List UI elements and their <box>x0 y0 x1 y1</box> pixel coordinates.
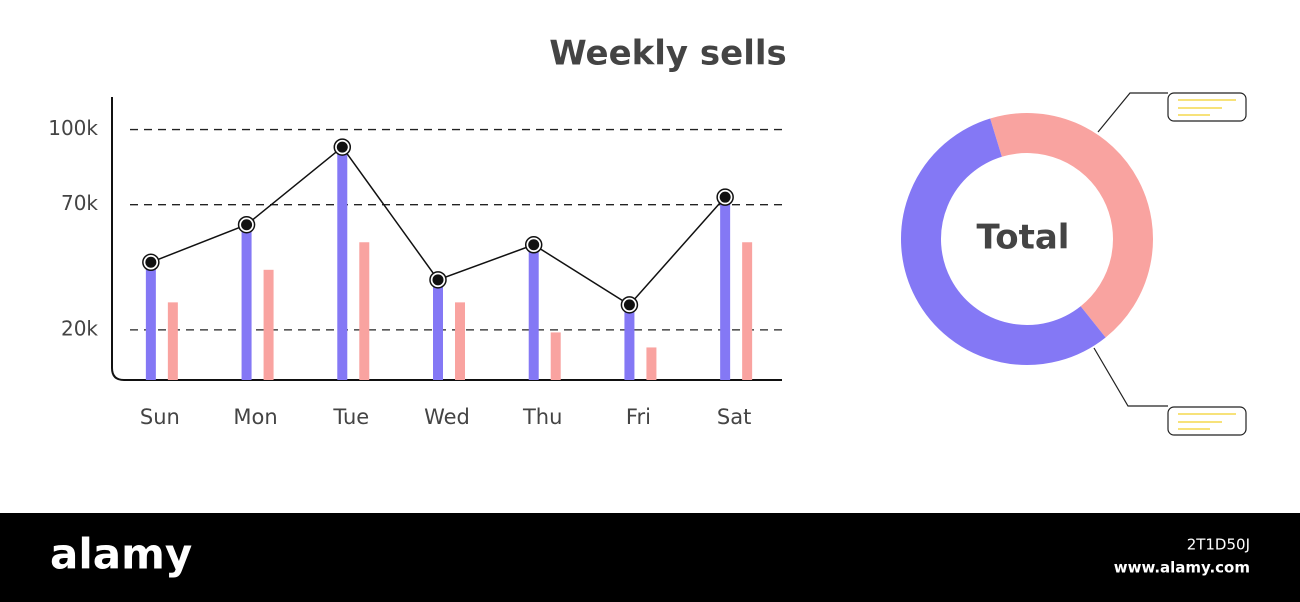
bar <box>337 147 348 380</box>
watermark-url: www.alamy.com <box>1114 559 1250 577</box>
bar <box>550 332 561 380</box>
bar <box>359 242 370 380</box>
bar <box>167 302 178 380</box>
x-tick-label: Sun <box>140 405 180 429</box>
bar <box>145 262 156 380</box>
watermark-brand: alamy <box>50 530 192 579</box>
x-tick-label: Thu <box>522 405 562 429</box>
bar <box>742 242 753 380</box>
donut-segment <box>990 113 1153 338</box>
donut-center-label: Total <box>977 218 1070 258</box>
watermark-id: 2T1D50J <box>1187 536 1250 554</box>
bar <box>263 269 274 380</box>
chart-title: Weekly sells <box>549 34 787 74</box>
axis <box>111 97 782 381</box>
donut-segment <box>901 118 1106 365</box>
bar <box>646 347 657 380</box>
point-core <box>623 299 635 311</box>
y-tick-label: 20k <box>61 316 98 340</box>
point-core <box>145 256 157 268</box>
bar <box>720 197 731 380</box>
bar <box>624 304 635 380</box>
point-core <box>432 274 444 286</box>
callouts <box>1093 92 1247 436</box>
x-tick-label: Sat <box>717 405 751 429</box>
x-tick-label: Tue <box>332 405 369 429</box>
y-tick-label: 70k <box>61 191 98 215</box>
bar <box>433 279 443 380</box>
point-core <box>241 219 253 231</box>
bar <box>241 224 252 380</box>
point-core <box>336 141 348 153</box>
watermark-band <box>0 513 1300 602</box>
x-tick-label: Mon <box>233 405 277 429</box>
x-tick-label: Wed <box>424 405 470 429</box>
point-core <box>528 239 540 251</box>
bar <box>528 244 539 380</box>
point-core <box>719 191 731 203</box>
x-tick-label: Fri <box>626 405 651 429</box>
y-tick-label: 100k <box>48 116 98 140</box>
bar <box>455 302 465 380</box>
